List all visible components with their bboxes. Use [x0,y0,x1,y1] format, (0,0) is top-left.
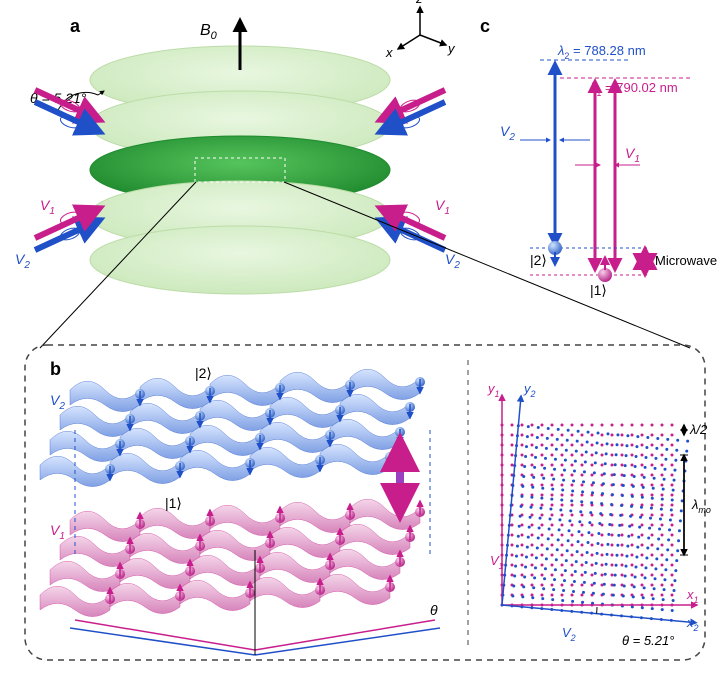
v1-c: V1 [625,145,640,165]
svg-text:V2: V2 [562,625,576,643]
panel-a-label: a [70,16,81,36]
v2-b: V2 [50,392,65,412]
v2-label-lr: V2 [445,251,460,271]
svg-text:y2: y2 [523,381,536,399]
svg-text:y1: y1 [487,381,500,399]
panel-c-label: c [480,16,490,36]
theta-b: θ [430,602,438,618]
axis-x: x [385,45,393,60]
panel-b: V2 |2⟩ V1 |1⟩ θ [40,365,440,655]
state1-c: |1⟩ [590,282,607,298]
panel-b-label: b [50,359,61,379]
axis-y: y [447,41,456,56]
v1-label-ll: V1 [40,197,55,217]
panel-c: λ2 = 788.28 nm λ1 = 790.02 nm V2 V1 Micr… [500,43,717,298]
svg-text:x1: x1 [686,587,699,605]
svg-text:λmo: λmo [691,497,711,515]
v1-b: V1 [50,522,65,542]
v1-label-lr: V1 [435,197,450,217]
b0-label: B0 [200,22,218,42]
lambda2-label: λ2 = 788.28 nm [557,43,646,61]
state2-b: |2⟩ [195,365,212,381]
svg-text:λ/2: λ/2 [689,422,708,437]
v2-label-ll: V2 [15,251,30,271]
svg-text:θ = 5.21°: θ = 5.21° [622,633,674,648]
lambda1-label: λ1 = 790.02 nm [589,80,678,98]
v2-c: V2 [500,123,515,143]
moire-panel: y1y2x1x2V1V2λ/2λmoθ = 5.21° [487,381,711,648]
state2-c: |2⟩ [530,252,547,268]
axis-z: z [415,0,423,6]
microwave-label: Microwave [655,253,717,268]
panel-a: B0 z y x θ = 5.21° [15,0,460,294]
svg-text:x2: x2 [686,615,699,633]
state1-b: |1⟩ [165,495,182,511]
